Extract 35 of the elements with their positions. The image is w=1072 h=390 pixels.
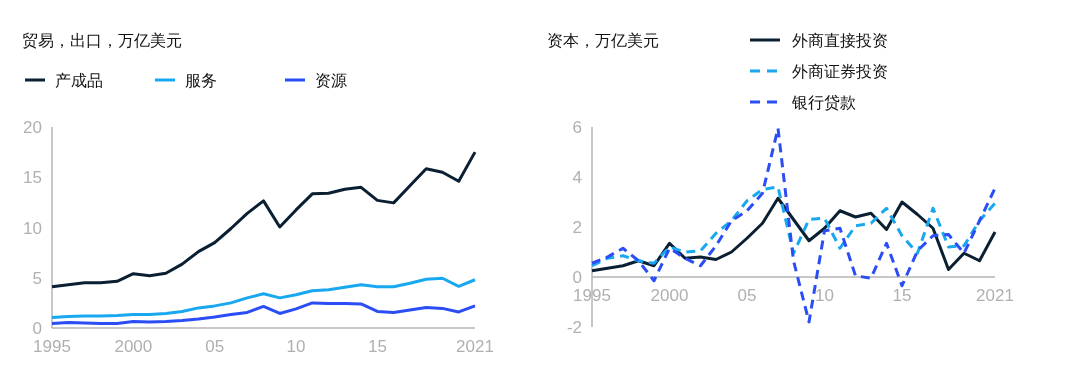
x-tick-label: 15 <box>892 286 912 305</box>
legend-label: 银行贷款 <box>791 93 856 112</box>
line-series <box>50 150 477 289</box>
x-tick-label: 2021 <box>976 286 1014 305</box>
line-series <box>590 185 997 268</box>
line-series <box>590 196 997 273</box>
y-tick-label: 10 <box>23 218 42 238</box>
chart-title: 资本，万亿美元 <box>547 31 659 50</box>
y-tick-label: 0 <box>572 268 582 287</box>
x-tick-label: 05 <box>737 286 757 305</box>
line-series <box>50 276 477 319</box>
x-tick-label: 15 <box>367 337 387 356</box>
x-tick-label: 1995 <box>33 337 71 356</box>
y-tick-label: -2 <box>566 318 582 337</box>
y-tick-label: 6 <box>572 118 582 137</box>
x-tick-label: 10 <box>286 337 306 356</box>
legend-label: 外商直接投资 <box>792 31 888 50</box>
y-tick-label: 2 <box>572 218 582 237</box>
legend-label: 服务 <box>185 71 217 90</box>
x-tick-label: 05 <box>205 337 225 356</box>
y-tick-label: 20 <box>23 118 42 137</box>
legend-label: 资源 <box>315 71 347 90</box>
x-tick-label: 10 <box>815 286 834 305</box>
line-series <box>50 301 477 325</box>
legend-label: 产成品 <box>55 71 103 90</box>
x-tick-label: 2021 <box>456 337 494 356</box>
y-tick-label: 0 <box>32 319 42 338</box>
y-tick-label: 5 <box>32 268 42 288</box>
chart-title: 贸易，出口，万亿美元 <box>22 31 182 50</box>
x-tick-label: 1995 <box>573 286 611 305</box>
x-tick-label: 2000 <box>650 286 689 305</box>
legend-label: 外商证券投资 <box>792 62 888 81</box>
x-tick-label: 2000 <box>114 337 153 356</box>
y-tick-label: 15 <box>23 168 42 188</box>
y-tick-label: 4 <box>572 168 582 187</box>
